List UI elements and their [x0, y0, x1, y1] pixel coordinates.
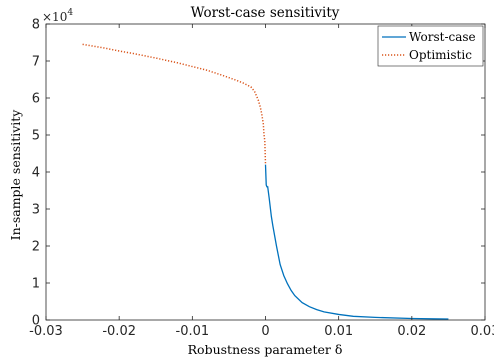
x-tick-label: -0.01 [176, 324, 210, 339]
y-axis-exponent: ×104 [42, 8, 73, 24]
y-tick-label: 5 [32, 129, 40, 144]
y-tick-label: 1 [32, 277, 40, 292]
axes: -0.03 -0.02 -0.01 0 0.01 0.02 0.03 0 1 2 3 4 5 6 7 8 [29, 18, 494, 340]
y-tick-label: 2 [32, 240, 40, 255]
legend-box [377, 25, 484, 67]
x-tick-label: -0.03 [29, 324, 63, 339]
x-tick-label: 0.02 [397, 324, 426, 339]
y-tick-label: 4 [32, 166, 40, 181]
y-exponent-power: 4 [67, 8, 73, 18]
y-tick-label: 3 [32, 203, 40, 218]
series-line-optimistic [82, 43, 267, 165]
chart-title: Worst-case sensitivity [191, 5, 340, 21]
legend: Worst-case Optimistic [377, 25, 484, 67]
x-tick-label: -0.02 [102, 324, 136, 339]
series-line-worst-case [264, 164, 449, 320]
y-tick-label: 0 [32, 314, 40, 329]
x-axis-label: Robustness parameter δ [188, 342, 343, 357]
plot-area [82, 43, 449, 320]
x-tick-label: 0.01 [324, 324, 353, 339]
y-axis-label: In-sample sensitivity [8, 109, 23, 241]
y-tick-label: 6 [32, 92, 40, 107]
legend-entry: Optimistic [409, 48, 472, 62]
y-tick-label: 8 [32, 18, 40, 33]
y-exponent-base: ×10 [42, 10, 67, 24]
y-tick-label: 7 [32, 55, 40, 70]
legend-entry: Worst-case [409, 30, 476, 44]
x-tick-label: 0.03 [471, 324, 494, 339]
x-tick-label: 0 [261, 324, 269, 339]
